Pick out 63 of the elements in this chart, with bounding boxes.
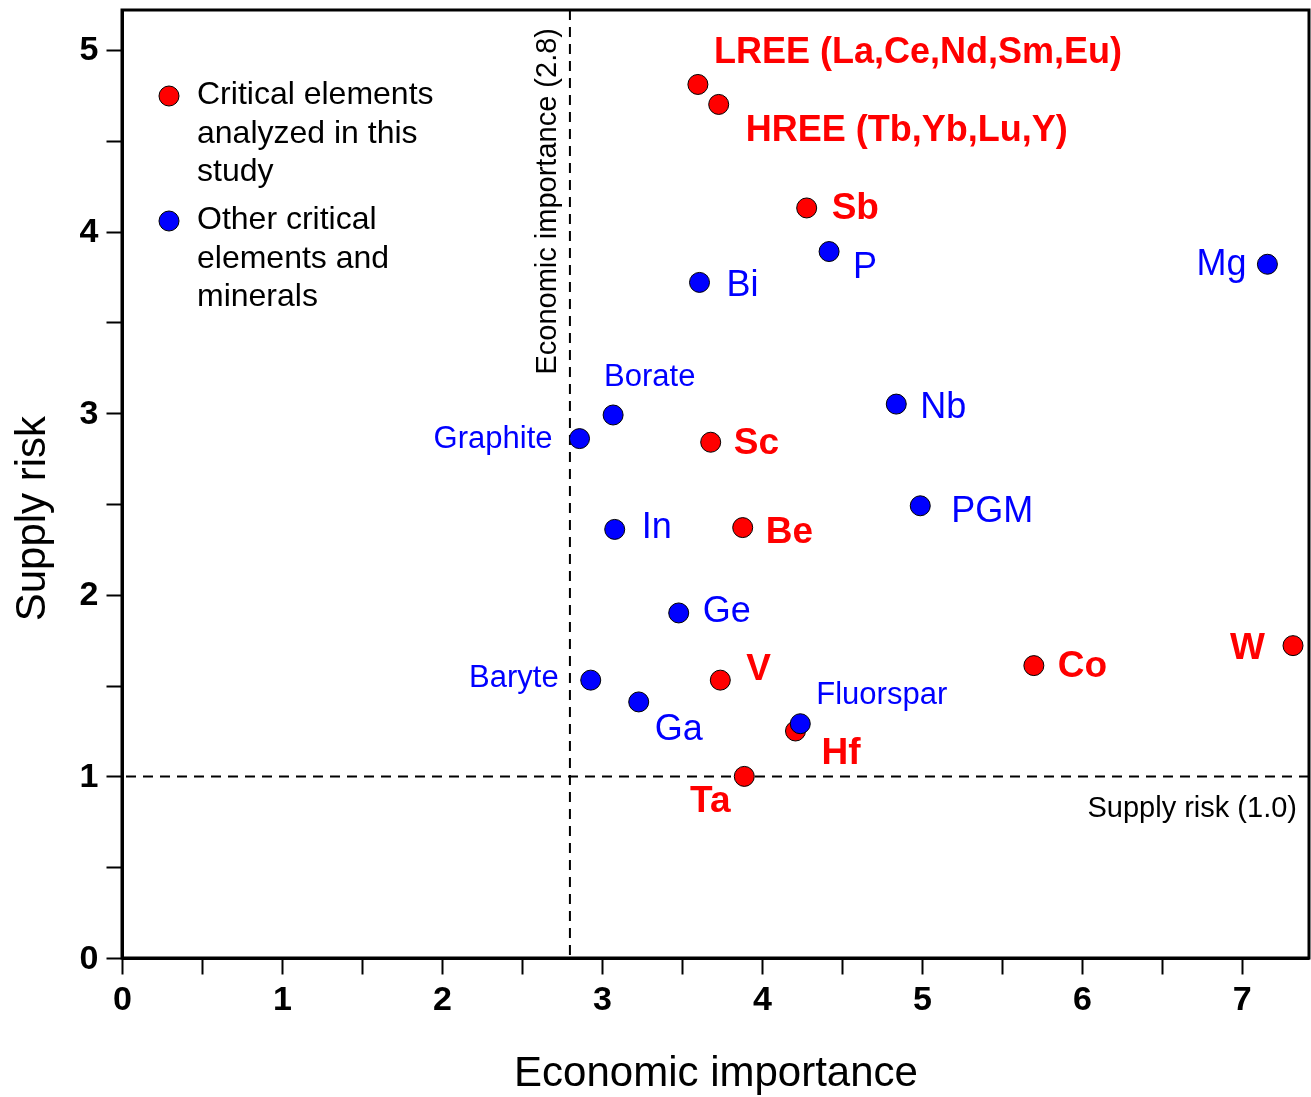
annotation: Ga	[654, 706, 704, 748]
point	[628, 691, 650, 713]
point	[602, 404, 624, 426]
annotation: Bi	[726, 263, 759, 305]
legend-label: Critical elements analyzed in this study	[197, 75, 434, 188]
point	[569, 428, 591, 450]
x-axis-title: Economic importance	[514, 1047, 918, 1095]
ref-line-label: Supply risk (1.0)	[1087, 791, 1297, 824]
annotation: PGM	[951, 488, 1034, 530]
annotation: Co	[1057, 643, 1108, 685]
point	[689, 271, 710, 293]
y-tick-label: 1	[79, 755, 99, 794]
annotation: Fluorspar	[816, 675, 948, 711]
point	[909, 495, 931, 517]
annotation: Ge	[702, 588, 751, 630]
annotation: Mg	[1196, 242, 1247, 284]
annotation: Be	[765, 509, 814, 551]
annotation: Ta	[690, 779, 731, 821]
x-tick-label: 7	[1232, 978, 1252, 1017]
y-tick-label: 3	[79, 392, 99, 431]
y-axis-title: Supply risk	[6, 414, 54, 622]
x-tick-label: 1	[273, 978, 292, 1017]
annotation: Borate	[604, 357, 696, 393]
point	[1256, 253, 1278, 275]
annotation: Sc	[733, 421, 779, 463]
point	[796, 197, 818, 219]
ref-line-label: Economic importance (2.8)	[529, 28, 562, 375]
x-tick-label: 5	[912, 978, 932, 1017]
annotation: HREE (Tb,Yb,Lu,Y)	[745, 108, 1068, 150]
annotation: V	[746, 647, 772, 689]
point	[604, 518, 626, 540]
point	[1023, 655, 1045, 677]
point	[580, 669, 602, 691]
y-tick-label: 5	[79, 29, 99, 68]
y-tick-label: 0	[79, 937, 99, 976]
annotation: Hf	[821, 730, 862, 772]
annotation: LREE (La,Ce,Nd,Sm,Eu)	[713, 30, 1122, 72]
x-tick-label: 2	[432, 978, 452, 1017]
annotation: Graphite	[433, 419, 553, 455]
y-tick-label: 4	[79, 211, 99, 250]
point	[708, 93, 730, 115]
point	[732, 517, 754, 539]
point	[733, 765, 755, 787]
point	[687, 73, 709, 95]
y-tick-label: 2	[79, 574, 99, 613]
annotation: Sb	[831, 185, 879, 227]
legend-label: Other critical elements and minerals	[197, 200, 390, 313]
point	[1282, 635, 1304, 657]
point	[885, 393, 907, 415]
point	[709, 669, 731, 691]
point	[789, 713, 811, 735]
point	[668, 602, 690, 624]
x-tick-label: 4	[752, 978, 772, 1017]
annotation: P	[853, 244, 878, 286]
point	[818, 241, 840, 263]
annotation: In	[641, 505, 672, 547]
annotation: W	[1230, 625, 1266, 667]
point	[700, 431, 722, 453]
x-tick-label: 3	[592, 978, 612, 1017]
x-tick-label: 0	[113, 978, 132, 1017]
annotation: Baryte	[469, 659, 559, 695]
x-tick-label: 6	[1072, 978, 1092, 1017]
annotation: Nb	[920, 385, 967, 427]
